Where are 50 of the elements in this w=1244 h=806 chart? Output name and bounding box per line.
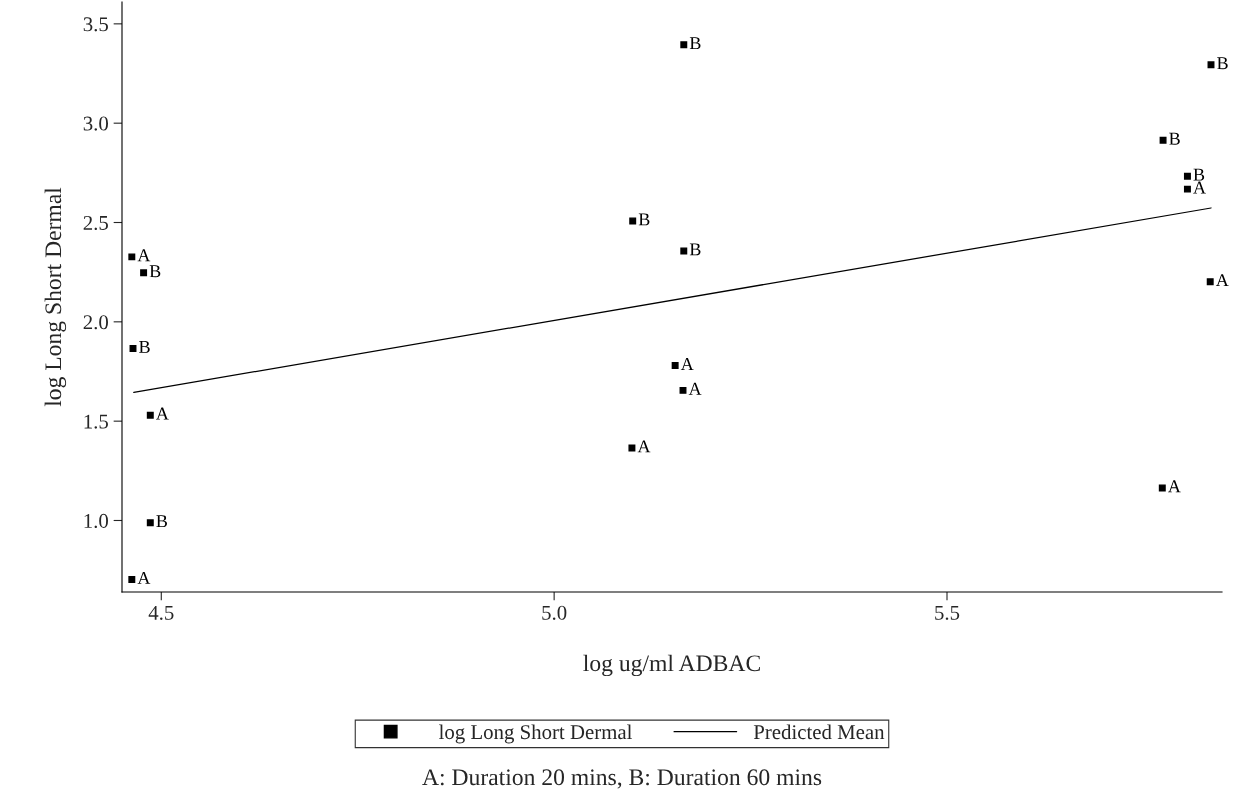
y-tick-label: 2.5 [83, 215, 108, 231]
data-label: A [1168, 480, 1181, 493]
point [1158, 484, 1166, 492]
data-label: A [156, 407, 169, 420]
point [129, 344, 137, 352]
point [140, 269, 148, 277]
point [671, 362, 679, 370]
y-tick-label: 1.0 [84, 513, 109, 529]
data-label: B [139, 340, 150, 353]
data-label: B [156, 515, 167, 528]
data-label: B [1169, 132, 1180, 145]
point [1207, 61, 1215, 69]
point [146, 411, 154, 419]
data-label: A [1193, 181, 1206, 194]
x-tick-label: 5.0 [542, 605, 567, 620]
data-label: A [680, 357, 694, 370]
data-label: B [1217, 57, 1228, 70]
point [679, 386, 687, 394]
data-label: A [1215, 274, 1229, 287]
legend-label: log Long Short Dermal [439, 724, 633, 744]
point [1206, 278, 1214, 286]
data-label: B [1193, 168, 1205, 181]
y-tick-label: 3.5 [83, 17, 108, 32]
data-label: A [637, 440, 651, 453]
x-tick-label: 5.5 [935, 606, 960, 620]
data-label: B [638, 213, 650, 226]
y-axis-title: log Long Short Dermal [44, 187, 67, 407]
point [629, 217, 637, 225]
x-axis-title: log ug/ml ADBAC [583, 654, 760, 677]
data-label: B [689, 37, 701, 50]
legend-label: Predicted Mean [753, 724, 885, 740]
point [128, 253, 136, 261]
text: A: Duration 20 mins, B: Duration 60 mins [422, 769, 822, 789]
point [146, 519, 154, 527]
data-label: A [137, 571, 151, 584]
point [1159, 136, 1167, 144]
point [1183, 185, 1191, 193]
y-tick-label: 3.0 [83, 116, 109, 131]
point [628, 444, 636, 452]
y-tick-label: 1.5 [84, 414, 108, 429]
point [128, 576, 136, 583]
data-label: B [149, 265, 161, 278]
data-label: B [689, 243, 701, 256]
data-label: A [137, 249, 151, 262]
data-label: A [688, 382, 702, 395]
x-tick-label: 4.5 [148, 605, 174, 620]
point [680, 41, 688, 49]
point [1183, 172, 1191, 180]
y-tick-label: 2.0 [83, 315, 109, 330]
point [680, 247, 688, 255]
